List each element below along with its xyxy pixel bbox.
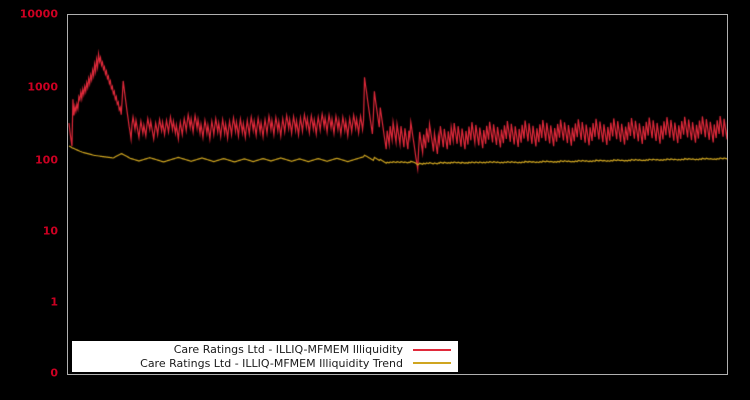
y-tick-label-0: 0 xyxy=(50,366,58,380)
y-tick-label-1000: 1000 xyxy=(27,80,58,94)
legend-swatch-illiquidity xyxy=(413,348,451,351)
legend-swatch-illiquidity-trend xyxy=(413,362,451,365)
legend[interactable]: Care Ratings Ltd - ILLIQ-MFMEM Illiquidi… xyxy=(72,341,458,372)
y-tick-label-100: 100 xyxy=(35,153,58,167)
y-tick-label-10000: 10000 xyxy=(19,7,58,21)
legend-label-illiquidity-trend: Care Ratings Ltd - ILLIQ-MFMEM Illiquidi… xyxy=(140,356,403,370)
legend-label-illiquidity: Care Ratings Ltd - ILLIQ-MFMEM Illiquidi… xyxy=(173,343,403,357)
plot-area xyxy=(67,14,728,375)
legend-entry-illiquidity[interactable]: Care Ratings Ltd - ILLIQ-MFMEM Illiquidi… xyxy=(73,343,457,357)
legend-entry-illiquidity-trend[interactable]: Care Ratings Ltd - ILLIQ-MFMEM Illiquidi… xyxy=(73,357,457,371)
y-tick-label-1: 1 xyxy=(50,295,58,309)
series-canvas xyxy=(68,15,727,374)
y-tick-label-10: 10 xyxy=(42,224,58,238)
